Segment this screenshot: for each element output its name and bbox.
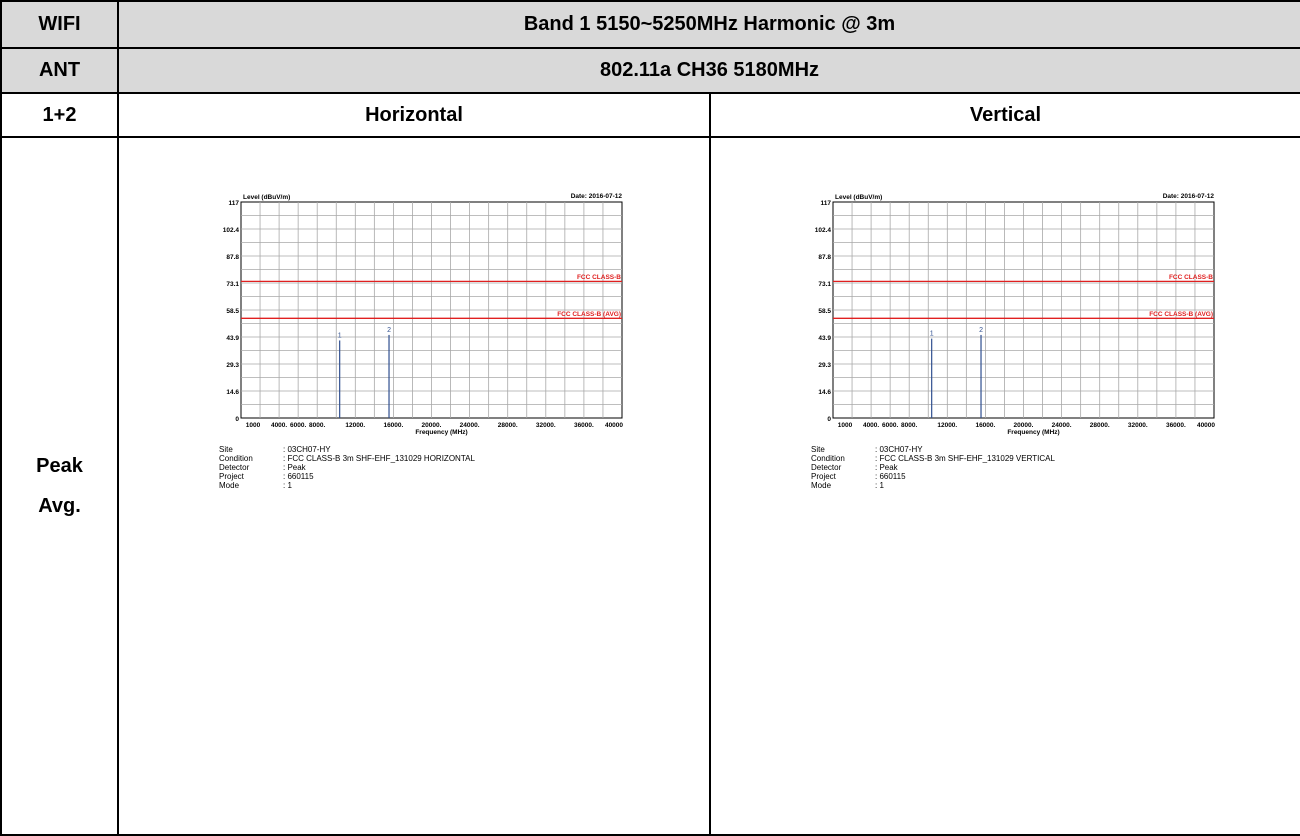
x-tick-label: 40000 xyxy=(605,422,623,429)
horizontal-meta: Site : 03CH07-HY Condition : FCC CLASS-B 3… xyxy=(219,445,475,490)
y-tick-label: 29.3 xyxy=(818,362,831,369)
horizontal-plot: 117 102.4 87.8 73.1 58.5 43.9 29.3 14.6 0 1000 400… xyxy=(119,138,709,798)
x-tick-label: 6000. xyxy=(882,422,898,429)
y-tick-label: 102.4 xyxy=(223,227,240,234)
x-tick-label: 1000 xyxy=(838,422,853,429)
meta-value: : 03CH07-HY xyxy=(283,445,331,454)
y-tick-label: 117 xyxy=(229,200,240,207)
detector-avg-label: Avg. xyxy=(38,495,81,517)
meta-key: Mode xyxy=(811,481,832,490)
x-tick-label: 12000. xyxy=(937,422,957,429)
y-tick-label: 87.8 xyxy=(818,254,831,261)
y-tick-label: 87.8 xyxy=(226,254,239,261)
ant-label-cell: ANT xyxy=(0,47,119,94)
x-tick-label: 40000 xyxy=(1197,422,1215,429)
meta-key: Site xyxy=(219,445,233,454)
y-tick-label: 43.9 xyxy=(226,335,239,342)
x-tick-label: 24000. xyxy=(460,422,480,429)
y-tick-label: 43.9 xyxy=(818,335,831,342)
meta-value: : 1 xyxy=(283,481,292,490)
chart-date: Date: 2016-07-12 xyxy=(571,193,623,200)
x-tick-label: 6000. xyxy=(290,422,306,429)
header-title-cell: Band 1 5150~5250MHz Harmonic @ 3m xyxy=(116,0,1300,49)
vertical-plot-cell: 117 102.4 87.8 73.1 58.5 43.9 29.3 14.6 0 1000 400… xyxy=(708,136,1300,836)
x-tick-label: 24000. xyxy=(1052,422,1072,429)
meta-key: Condition xyxy=(811,454,845,463)
meta-value: : Peak xyxy=(283,463,306,472)
vertical-chart: 117 102.4 87.8 73.1 58.5 43.9 29.3 14.6 0 1000 400… xyxy=(815,193,1216,436)
x-tick-label: 4000. xyxy=(863,422,879,429)
meta-key: Mode xyxy=(219,481,240,490)
meta-value: : Peak xyxy=(875,463,898,472)
marker-label: 2 xyxy=(387,327,391,334)
meta-key: Detector xyxy=(219,463,250,472)
y-tick-label: 29.3 xyxy=(226,362,239,369)
y-tick-label: 117 xyxy=(821,200,832,207)
meta-key: Detector xyxy=(811,463,842,472)
y-tick-label: 73.1 xyxy=(818,281,831,288)
meta-value: : 1 xyxy=(875,481,884,490)
y-tick-label: 0 xyxy=(235,416,239,423)
x-tick-label: 16000. xyxy=(383,422,403,429)
marker-label: 1 xyxy=(930,331,934,338)
vertical-meta: Site : 03CH07-HY Condition : FCC CLASS-B 3… xyxy=(811,445,1055,490)
x-tick-label: 1000 xyxy=(246,422,261,429)
y-tick-label: 102.4 xyxy=(815,227,832,234)
y-tick-label: 0 xyxy=(827,416,831,423)
detector-peak-label: Peak xyxy=(36,455,83,477)
x-tick-label: 32000. xyxy=(1128,422,1148,429)
x-tick-label: 20000. xyxy=(422,422,442,429)
meta-value: : 660115 xyxy=(875,472,906,481)
marker-label: 1 xyxy=(338,332,342,339)
x-tick-label: 4000. xyxy=(271,422,287,429)
x-tick-label: 8000. xyxy=(901,422,917,429)
x-tick-label: 12000. xyxy=(345,422,365,429)
horizontal-chart: 117 102.4 87.8 73.1 58.5 43.9 29.3 14.6 0 1000 400… xyxy=(223,193,624,436)
x-tick-label: 36000. xyxy=(574,422,594,429)
x-tick-label: 20000. xyxy=(1014,422,1034,429)
limit-label: FCC CLASS-B (AVG) xyxy=(1149,311,1213,318)
header-wifi-cell: WIFI xyxy=(0,0,119,49)
pol-label-cell: 1+2 xyxy=(0,92,119,138)
meta-value: : FCC CLASS-B 3m SHF-EHF_131029 HORIZONT… xyxy=(283,454,475,463)
y-axis-title: Level (dBuV/m) xyxy=(835,194,882,201)
x-tick-label: 32000. xyxy=(536,422,556,429)
meta-value: : 03CH07-HY xyxy=(875,445,923,454)
x-axis-title: Frequency (MHz) xyxy=(1007,429,1059,436)
marker-label: 2 xyxy=(979,327,983,334)
x-tick-label: 28000. xyxy=(498,422,518,429)
y-tick-label: 58.5 xyxy=(226,308,239,315)
horizontal-plot-cell: 117 102.4 87.8 73.1 58.5 43.9 29.3 14.6 0 1000 400… xyxy=(117,136,711,836)
y-tick-label: 14.6 xyxy=(226,389,239,396)
ant-mode-cell: 802.11a CH36 5180MHz xyxy=(116,47,1300,94)
meta-key: Condition xyxy=(219,454,253,463)
x-tick-label: 36000. xyxy=(1166,422,1186,429)
vertical-plot: 117 102.4 87.8 73.1 58.5 43.9 29.3 14.6 0 1000 400… xyxy=(711,138,1300,798)
limit-label: FCC CLASS-B (AVG) xyxy=(557,311,621,318)
chart-date: Date: 2016-07-12 xyxy=(1163,193,1215,200)
y-tick-label: 14.6 xyxy=(818,389,831,396)
detector-label-cell: Peak Avg. xyxy=(0,136,119,836)
y-tick-label: 58.5 xyxy=(818,308,831,315)
meta-key: Site xyxy=(811,445,825,454)
horizontal-header: Horizontal xyxy=(117,92,711,138)
limit-label: FCC CLASS-B xyxy=(1169,274,1213,281)
meta-value: : FCC CLASS-B 3m SHF-EHF_131029 VERTICAL xyxy=(875,454,1055,463)
x-axis-title: Frequency (MHz) xyxy=(415,429,467,436)
limit-label: FCC CLASS-B xyxy=(577,274,621,281)
x-tick-label: 28000. xyxy=(1090,422,1110,429)
y-axis-title: Level (dBuV/m) xyxy=(243,194,290,201)
x-tick-label: 8000. xyxy=(309,422,325,429)
meta-value: : 660115 xyxy=(283,472,314,481)
meta-key: Project xyxy=(219,472,244,481)
x-tick-label: 16000. xyxy=(975,422,995,429)
vertical-header: Vertical xyxy=(708,92,1300,138)
y-tick-label: 73.1 xyxy=(226,281,239,288)
meta-key: Project xyxy=(811,472,836,481)
